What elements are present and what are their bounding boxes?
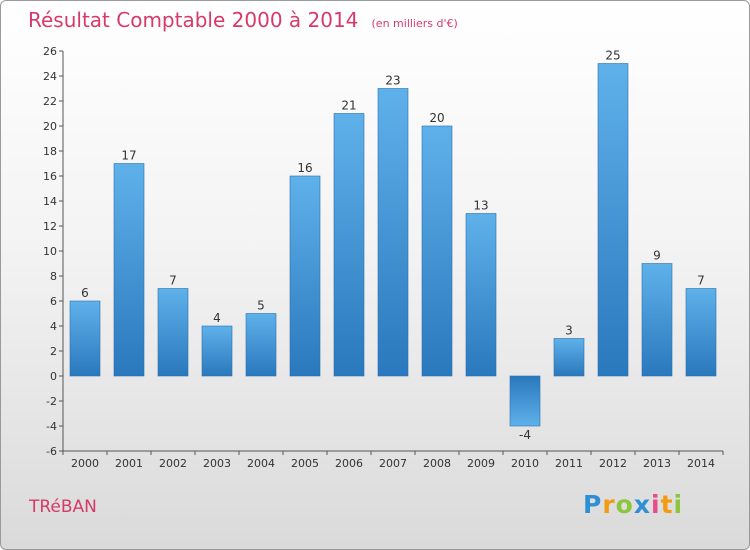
data-label: 23 xyxy=(385,74,400,88)
x-tick-label: 2000 xyxy=(71,457,99,470)
y-tick-label: 24 xyxy=(43,70,57,83)
logo-letter: r xyxy=(602,490,616,519)
x-tick-label: 2007 xyxy=(379,457,407,470)
logo-letter: i xyxy=(651,490,661,519)
y-tick-label: 18 xyxy=(43,145,57,158)
x-tick-label: 2013 xyxy=(643,457,671,470)
x-axis: 2000 2001 2002 2003 2004 2005 2006 2007 2008 2009… xyxy=(62,450,724,470)
bar xyxy=(113,163,145,377)
bar xyxy=(377,88,409,377)
y-tick-label: 4 xyxy=(50,320,57,333)
y-tick-label: -2 xyxy=(46,395,57,408)
proxiti-logo[interactable]: Proxiti xyxy=(583,490,683,519)
bars xyxy=(69,63,717,427)
y-tick-label: 8 xyxy=(50,270,57,283)
logo-letter: P xyxy=(583,490,603,519)
bar xyxy=(421,125,453,377)
y-tick-label: 16 xyxy=(43,170,57,183)
bar xyxy=(685,288,717,377)
data-label: 21 xyxy=(341,99,356,113)
data-label: 7 xyxy=(697,274,705,288)
data-label: 9 xyxy=(653,249,661,263)
data-label: 16 xyxy=(297,161,312,175)
bar xyxy=(333,113,365,377)
bar xyxy=(289,175,321,377)
chart-subtitle: (en milliers d'€) xyxy=(371,17,458,30)
logo-letter: o xyxy=(615,490,634,519)
x-tick-label: 2006 xyxy=(335,457,363,470)
commune-name: TRéBAN xyxy=(29,497,97,517)
title-block: Résultat Comptable 2000 à 2014 (en milli… xyxy=(28,8,458,32)
x-tick-label: 2001 xyxy=(115,457,143,470)
bar xyxy=(465,213,497,377)
data-label: 4 xyxy=(213,311,221,325)
x-tick-label: 2008 xyxy=(423,457,451,470)
data-label: 6 xyxy=(81,286,89,300)
y-tick-label: 6 xyxy=(50,295,57,308)
bar xyxy=(201,325,233,377)
y-tick-label: 20 xyxy=(43,120,57,133)
y-tick-label: 2 xyxy=(50,345,57,358)
bar xyxy=(157,288,189,377)
bar xyxy=(641,263,673,377)
data-label: 17 xyxy=(121,149,136,163)
logo-letter: x xyxy=(633,490,651,519)
data-label: 20 xyxy=(429,111,444,125)
x-tick-label: 2005 xyxy=(291,457,319,470)
data-label: 7 xyxy=(169,274,177,288)
y-tick-label: 10 xyxy=(43,245,57,258)
bar xyxy=(553,338,585,377)
x-tick-label: 2004 xyxy=(247,457,275,470)
y-tick-label: 22 xyxy=(43,95,57,108)
logo-letter: i xyxy=(673,490,684,519)
data-labels: 6 17 7 4 5 16 21 23 20 13 -4 3 25 9 7 xyxy=(81,49,705,443)
data-label: 3 xyxy=(565,324,573,338)
chart-title: Résultat Comptable 2000 à 2014 xyxy=(28,8,359,32)
logo-letter: t xyxy=(660,490,674,519)
y-tick-label: -4 xyxy=(46,420,57,433)
x-tick-label: 2012 xyxy=(599,457,627,470)
x-tick-label: 2002 xyxy=(159,457,187,470)
data-label: 13 xyxy=(473,199,488,213)
y-tick-label: 12 xyxy=(43,220,57,233)
data-label: -4 xyxy=(519,428,531,442)
y-tick-label: 14 xyxy=(43,195,57,208)
x-tick-label: 2014 xyxy=(687,457,715,470)
x-tick-label: 2009 xyxy=(467,457,495,470)
y-tick-label: -6 xyxy=(46,445,57,458)
bar xyxy=(69,300,101,377)
x-tick-label: 2011 xyxy=(555,457,583,470)
data-label: 25 xyxy=(605,49,620,63)
x-tick-label: 2010 xyxy=(511,457,539,470)
x-tick-label: 2003 xyxy=(203,457,231,470)
data-label: 5 xyxy=(257,299,265,313)
bar xyxy=(597,63,629,377)
y-tick-label: 0 xyxy=(50,370,57,383)
y-tick-label: 26 xyxy=(43,45,57,58)
bar xyxy=(245,313,277,377)
bar xyxy=(509,375,541,427)
